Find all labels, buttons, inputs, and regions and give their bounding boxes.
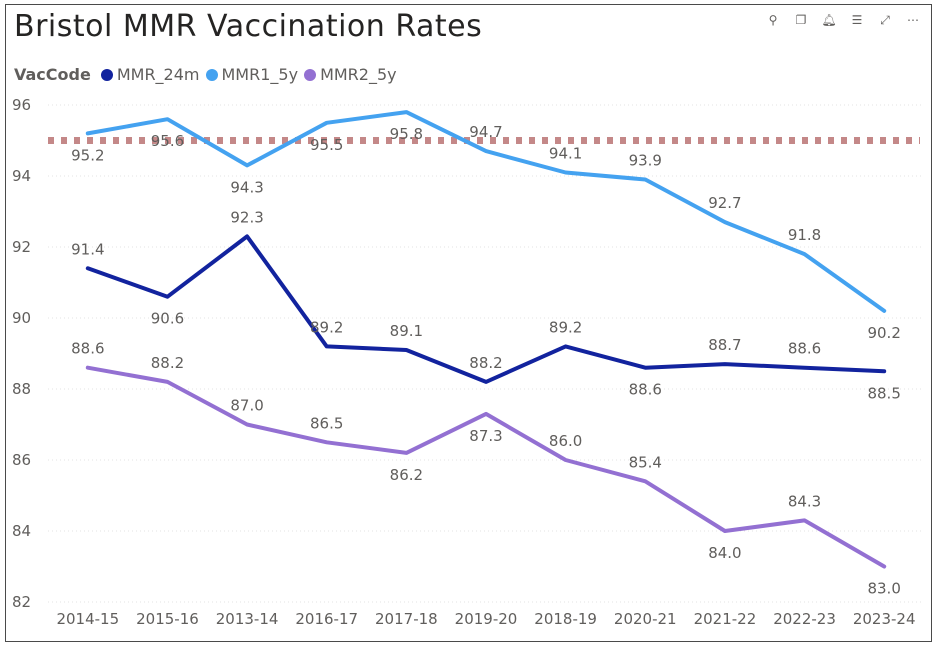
data-label: 89.2 <box>549 318 582 336</box>
y-tick-label: 92 <box>12 238 31 256</box>
data-label: 92.7 <box>708 194 741 212</box>
data-label: 95.5 <box>310 136 343 154</box>
series-line-mmr1-5y <box>85 110 887 313</box>
data-label: 89.2 <box>310 318 343 336</box>
legend-label: MMR1_5y <box>221 65 299 84</box>
data-label: 85.4 <box>629 453 662 471</box>
line-chart-plot: 82 84 86 88 90 92 94 96 2014-15 2015-16 2013-14 201… <box>12 96 924 628</box>
data-label: 95.8 <box>390 125 423 143</box>
chart-legend: VacCode MMR_24m MMR1_5y MMR2_5y <box>14 65 403 84</box>
x-tick-label: 2015-16 <box>136 610 199 628</box>
x-tick-label: 2021-22 <box>694 610 757 628</box>
chart-title: Bristol MMR Vaccination Rates <box>14 9 483 44</box>
data-label: 87.0 <box>230 397 263 415</box>
legend-item-mmr-24m[interactable]: MMR_24m <box>100 65 200 84</box>
data-label: 88.6 <box>71 340 104 358</box>
legend-title: VacCode <box>14 65 91 84</box>
data-label: 91.4 <box>71 240 104 258</box>
data-label: 94.7 <box>469 123 502 141</box>
copy-icon[interactable]: ❐ <box>795 13 807 27</box>
x-tick-label: 2014-15 <box>56 610 119 628</box>
y-tick-label: 94 <box>12 167 31 185</box>
y-tick-label: 86 <box>12 451 31 469</box>
x-tick-label: 2017-18 <box>375 610 438 628</box>
data-label: 86.5 <box>310 414 343 432</box>
data-label: 83.0 <box>867 580 900 598</box>
x-tick-label: 2020-21 <box>614 610 677 628</box>
series-line-mmr2-5y <box>85 365 887 569</box>
x-tick-label: 2013-14 <box>216 610 279 628</box>
legend-marker-icon <box>100 68 113 81</box>
data-label: 84.0 <box>708 544 741 562</box>
legend-label: MMR2_5y <box>320 65 397 84</box>
visual-header-toolbar: ⚲ ❐ 🔔︎ ☰ ⤢ ⋯ <box>761 11 925 29</box>
data-label: 86.2 <box>390 466 423 484</box>
data-label: 88.2 <box>151 354 184 372</box>
alert-bell-icon[interactable]: 🔔︎ <box>821 13 837 27</box>
x-tick-label: 2018-19 <box>534 610 597 628</box>
data-label: 84.3 <box>788 492 821 510</box>
data-label: 93.9 <box>629 152 662 170</box>
legend-item-mmr1-5y[interactable]: MMR1_5y <box>205 65 299 84</box>
data-label: 90.6 <box>151 310 184 328</box>
pin-icon[interactable]: ⚲ <box>768 13 778 27</box>
legend-marker-icon <box>304 68 317 81</box>
x-tick-label: 2023-24 <box>853 610 916 628</box>
data-label: 88.2 <box>469 354 502 372</box>
more-options-icon[interactable]: ⋯ <box>907 13 919 27</box>
data-label: 89.1 <box>390 322 423 340</box>
data-label: 90.2 <box>867 324 900 342</box>
data-label: 86.0 <box>549 432 582 450</box>
data-label: 91.8 <box>788 226 821 244</box>
series-line-mmr-24m <box>85 234 887 384</box>
chart-visual[interactable]: Bristol MMR Vaccination Rates ⚲ ❐ 🔔︎ ☰ ⤢… <box>5 4 932 642</box>
legend-item-mmr2-5y[interactable]: MMR2_5y <box>304 65 397 84</box>
data-label: 95.2 <box>71 146 104 164</box>
data-label: 92.3 <box>230 208 263 226</box>
legend-label: MMR_24m <box>116 65 200 84</box>
x-tick-label: 2016-17 <box>295 610 358 628</box>
data-label: 88.5 <box>867 384 900 402</box>
y-tick-label: 96 <box>12 96 31 114</box>
y-tick-label: 84 <box>12 522 31 540</box>
data-label: 88.6 <box>629 381 662 399</box>
legend-marker-icon <box>205 68 218 81</box>
data-label: 94.3 <box>230 178 263 196</box>
data-label: 88.6 <box>788 340 821 358</box>
filter-icon[interactable]: ☰ <box>851 13 863 27</box>
focus-mode-icon[interactable]: ⤢ <box>880 12 890 27</box>
x-tick-label: 2019-20 <box>455 610 518 628</box>
y-tick-label: 90 <box>12 309 31 327</box>
y-tick-label: 82 <box>12 593 31 611</box>
data-label: 95.6 <box>151 132 184 150</box>
x-tick-label: 2022-23 <box>773 610 836 628</box>
data-label: 94.1 <box>549 144 582 162</box>
y-tick-label: 88 <box>12 380 31 398</box>
data-label: 87.3 <box>469 427 502 445</box>
data-label: 88.7 <box>708 336 741 354</box>
